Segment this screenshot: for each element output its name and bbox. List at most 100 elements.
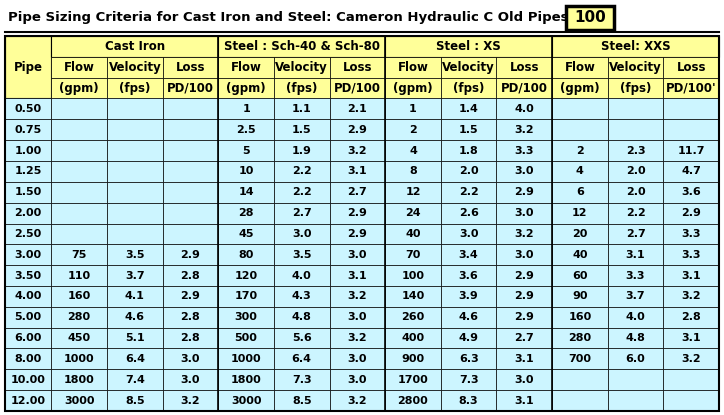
Bar <box>385 349 441 369</box>
Text: (fps): (fps) <box>119 82 151 95</box>
Text: 1.00: 1.00 <box>14 146 42 156</box>
Text: 4.8: 4.8 <box>626 333 646 343</box>
Bar <box>329 140 385 161</box>
FancyBboxPatch shape <box>566 6 614 30</box>
Text: Loss: Loss <box>676 61 706 74</box>
Text: 3.3: 3.3 <box>681 250 701 260</box>
Text: 6: 6 <box>576 187 584 197</box>
Bar <box>329 286 385 307</box>
Text: 14: 14 <box>238 187 254 197</box>
Bar <box>163 328 218 349</box>
Bar <box>385 265 441 286</box>
Bar <box>497 328 552 349</box>
Bar <box>497 57 552 78</box>
Bar <box>274 390 329 411</box>
Bar <box>163 224 218 244</box>
Text: 3.2: 3.2 <box>681 291 701 301</box>
Bar <box>552 307 607 328</box>
Text: 3.2: 3.2 <box>681 354 701 364</box>
Text: 11.7: 11.7 <box>678 146 705 156</box>
Text: 3.7: 3.7 <box>626 291 645 301</box>
Bar <box>441 224 497 244</box>
Bar <box>5 224 51 244</box>
Bar <box>552 161 607 182</box>
Text: (gpm): (gpm) <box>560 82 599 95</box>
Bar <box>441 140 497 161</box>
Bar <box>5 349 51 369</box>
Bar <box>552 57 607 78</box>
Text: 3.2: 3.2 <box>515 125 534 135</box>
Bar <box>51 349 107 369</box>
Text: 2.7: 2.7 <box>292 208 311 218</box>
Bar <box>107 307 163 328</box>
Text: 4.7: 4.7 <box>681 166 701 176</box>
Bar <box>274 265 329 286</box>
Bar <box>163 307 218 328</box>
Bar <box>107 265 163 286</box>
Text: 1.4: 1.4 <box>459 104 479 114</box>
Text: 3.1: 3.1 <box>348 271 367 281</box>
Bar <box>552 36 719 57</box>
Text: 3.3: 3.3 <box>681 229 701 239</box>
Bar <box>51 57 107 78</box>
Text: 100: 100 <box>402 271 424 281</box>
Text: 7.3: 7.3 <box>292 375 311 385</box>
Text: 2.8: 2.8 <box>180 271 201 281</box>
Text: Cast Iron: Cast Iron <box>105 40 165 53</box>
Text: 3.0: 3.0 <box>459 229 479 239</box>
Bar <box>274 286 329 307</box>
Text: 1.1: 1.1 <box>292 104 311 114</box>
Bar <box>107 182 163 203</box>
Bar <box>552 224 607 244</box>
Text: 280: 280 <box>568 333 592 343</box>
Text: 1.8: 1.8 <box>459 146 479 156</box>
Bar <box>552 369 607 390</box>
Bar <box>218 286 274 307</box>
Text: 6.00: 6.00 <box>14 333 42 343</box>
Bar <box>663 120 719 140</box>
Bar <box>5 182 51 203</box>
Bar <box>51 390 107 411</box>
Bar <box>385 328 441 349</box>
Text: 400: 400 <box>401 333 424 343</box>
Text: 2.00: 2.00 <box>14 208 42 218</box>
Text: 3.0: 3.0 <box>348 375 367 385</box>
Bar <box>552 390 607 411</box>
Text: 3.0: 3.0 <box>515 250 534 260</box>
Text: 90: 90 <box>572 291 588 301</box>
Text: 2.8: 2.8 <box>180 333 201 343</box>
Bar <box>51 98 107 120</box>
Bar <box>274 224 329 244</box>
Text: 3.4: 3.4 <box>459 250 479 260</box>
Text: 6.3: 6.3 <box>459 354 479 364</box>
Text: 3.1: 3.1 <box>515 354 534 364</box>
Text: 7.4: 7.4 <box>125 375 145 385</box>
Bar <box>51 224 107 244</box>
Bar <box>497 265 552 286</box>
Text: 12.00: 12.00 <box>11 395 46 405</box>
Text: 2.7: 2.7 <box>514 333 534 343</box>
Bar <box>663 161 719 182</box>
Text: 2.9: 2.9 <box>180 291 201 301</box>
Text: 2.9: 2.9 <box>348 208 367 218</box>
Text: 2.5: 2.5 <box>236 125 256 135</box>
Text: 2.50: 2.50 <box>14 229 42 239</box>
Bar <box>607 369 663 390</box>
Bar <box>274 140 329 161</box>
Bar <box>107 328 163 349</box>
Bar <box>218 265 274 286</box>
Text: 3.2: 3.2 <box>348 291 367 301</box>
Text: 160: 160 <box>568 312 592 322</box>
Text: 2.0: 2.0 <box>459 166 479 176</box>
Bar <box>663 57 719 78</box>
Text: 3.0: 3.0 <box>515 208 534 218</box>
Text: Steel : Sch-40 & Sch-80: Steel : Sch-40 & Sch-80 <box>224 40 379 53</box>
Bar <box>5 307 51 328</box>
Text: 4.0: 4.0 <box>514 104 534 114</box>
Text: PD/100': PD/100' <box>666 82 717 95</box>
Bar <box>218 78 274 98</box>
Bar <box>107 369 163 390</box>
Text: 1800: 1800 <box>64 375 95 385</box>
Text: 2.9: 2.9 <box>514 187 534 197</box>
Bar <box>663 349 719 369</box>
